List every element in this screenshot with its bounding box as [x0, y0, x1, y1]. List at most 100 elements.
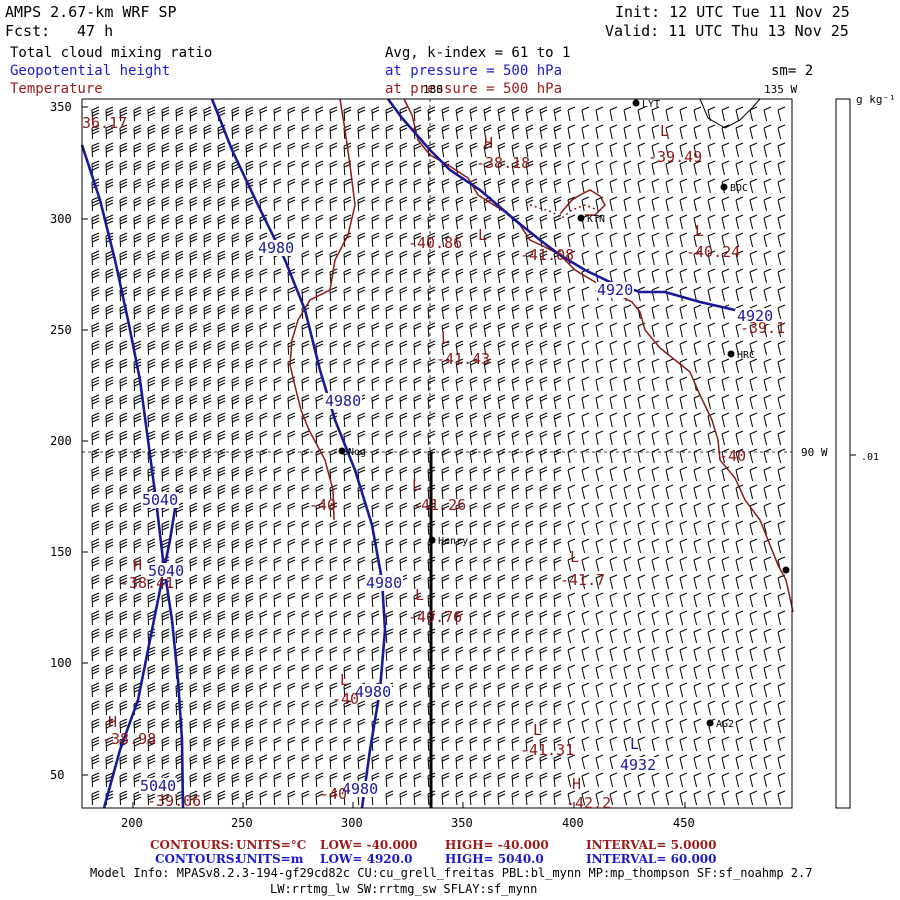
- temp-label: -40: [309, 496, 336, 514]
- field-geopotential: Geopotential height: [10, 63, 171, 79]
- height-label: 4980: [325, 392, 361, 410]
- station-marker: [338, 447, 346, 455]
- colorbar-unit: g kg⁻¹: [856, 93, 896, 106]
- contour-height-units: UNITS=m: [236, 852, 304, 866]
- forecast-label: Fcst:: [5, 22, 51, 40]
- height-label: 4932: [620, 756, 656, 774]
- hl-marker: L: [533, 721, 542, 739]
- x-tick-label: 450: [673, 816, 695, 830]
- temp-label: -40.86: [408, 234, 462, 252]
- pressure-level-temp: at pressure = 500 hPa: [385, 81, 563, 97]
- station-label: HRC: [737, 350, 755, 361]
- y-tick-label: 300: [50, 212, 72, 226]
- y-tick-label: 200: [50, 434, 72, 448]
- hl-marker: L: [415, 586, 424, 604]
- height-contour-4980-west: [210, 98, 387, 809]
- temp-label: -40.24: [686, 243, 740, 261]
- contour-temp-interval: INTERVAL= 5.0000: [586, 838, 717, 852]
- station-marker: [720, 183, 728, 191]
- y-tick-label: 100: [50, 656, 72, 670]
- y-tick-label: 250: [50, 323, 72, 337]
- field-cloud-mixing: Total cloud mixing ratio: [10, 45, 213, 61]
- x-tick-label: 300: [341, 816, 363, 830]
- temp-label: -40: [332, 690, 359, 708]
- hl-marker: L: [630, 735, 639, 753]
- temp-label: -40.76: [408, 608, 462, 626]
- contour-height-interval: INTERVAL= 60.000: [586, 852, 717, 866]
- hl-marker: H: [108, 713, 117, 731]
- temp-label: -41.7: [560, 571, 605, 589]
- temp-label: -41.43: [436, 350, 490, 368]
- pressure-level-height: at pressure = 500 hPa: [385, 63, 563, 79]
- x-tick-label: 250: [231, 816, 253, 830]
- temp-contour-coast-north: [403, 98, 794, 613]
- height-label: 4980: [342, 780, 378, 798]
- station-label: LYT: [642, 99, 660, 110]
- height-label: 4920: [737, 307, 773, 325]
- height-contour-5040-left: [102, 489, 180, 809]
- x-tick-label: 400: [562, 816, 584, 830]
- station-label: Nog: [348, 447, 366, 458]
- station-label: Henry: [438, 536, 468, 547]
- temp-contour-dotted-north: [529, 204, 599, 219]
- hl-marker: H: [133, 556, 142, 574]
- temp-label: -39.1: [740, 319, 785, 337]
- station-label: AG2: [716, 719, 734, 730]
- contour-height-label: CONTOURS:: [155, 852, 239, 866]
- avg-k-index: Avg, k-index = 61 to 1: [385, 45, 571, 61]
- x-tick-label: 350: [451, 816, 473, 830]
- height-label: 4980: [366, 574, 402, 592]
- station-marker: [782, 566, 790, 574]
- height-label: 4920: [597, 281, 633, 299]
- temp-label: -39.49: [648, 148, 702, 166]
- station-marker: [428, 536, 436, 544]
- model-info: Model Info: MPASv8.2.3-194-gf29cd82c CU:…: [90, 866, 813, 880]
- hl-marker: L: [478, 226, 487, 244]
- temp-label: -40: [320, 785, 347, 803]
- temp-label: -38.18: [476, 154, 530, 172]
- lon-label-135w: 135 W: [764, 83, 797, 96]
- hl-marker: L: [570, 548, 579, 566]
- station-marker: [727, 350, 735, 358]
- temp-contour-kitten: [559, 189, 606, 216]
- x-tick-label: 200: [121, 816, 143, 830]
- station-label: BDC: [730, 183, 748, 194]
- contour-temp-high: HIGH= -40.000: [445, 838, 549, 852]
- hl-marker: L: [441, 329, 450, 347]
- forecast-hour: 47 h: [77, 22, 114, 40]
- station-marker: [632, 99, 640, 107]
- contour-height-high: HIGH= 5040.0: [445, 852, 544, 866]
- station-label: KTN: [587, 214, 605, 225]
- temp-label: -42.2: [566, 794, 611, 812]
- temp-label: -41.26: [412, 496, 466, 514]
- temp-contour-west-loop: [289, 98, 356, 521]
- temp-label: 36.17: [82, 114, 127, 132]
- station-marker: [577, 214, 585, 222]
- height-label: 4980: [355, 683, 391, 701]
- field-temperature: Temperature: [10, 81, 103, 97]
- height-label: 5040: [140, 777, 176, 795]
- valid-time: Valid: 11 UTC Thu 13 Nov 25: [605, 22, 849, 40]
- station-marker: [706, 719, 714, 727]
- colorbar-tick: .01: [861, 452, 879, 463]
- temp-label: -39.06: [147, 792, 201, 810]
- height-label: 5040: [142, 491, 178, 509]
- hl-marker: L: [412, 476, 421, 494]
- lon-label-90w: 90 W: [801, 446, 828, 459]
- height-contour-5040: [80, 144, 185, 809]
- init-time: Init: 12 UTC Tue 11 Nov 25: [615, 3, 850, 21]
- hl-marker: H: [572, 775, 581, 793]
- temp-label: -38.41: [120, 574, 174, 592]
- contour-temp-label: CONTOURS:: [150, 838, 234, 852]
- height-contour-4920-north: [386, 98, 736, 312]
- coastline-fragment: [699, 98, 761, 129]
- lon-label-180: 180: [423, 83, 443, 96]
- contour-temp-units: UNITS=°C: [236, 838, 307, 852]
- smoothing-label: sm= 2: [771, 63, 814, 79]
- hl-marker: L: [340, 671, 349, 689]
- y-tick-label: 150: [50, 545, 72, 559]
- colorbar: [835, 98, 851, 809]
- temp-label: -41.08: [520, 246, 574, 264]
- hl-marker: H: [484, 134, 493, 152]
